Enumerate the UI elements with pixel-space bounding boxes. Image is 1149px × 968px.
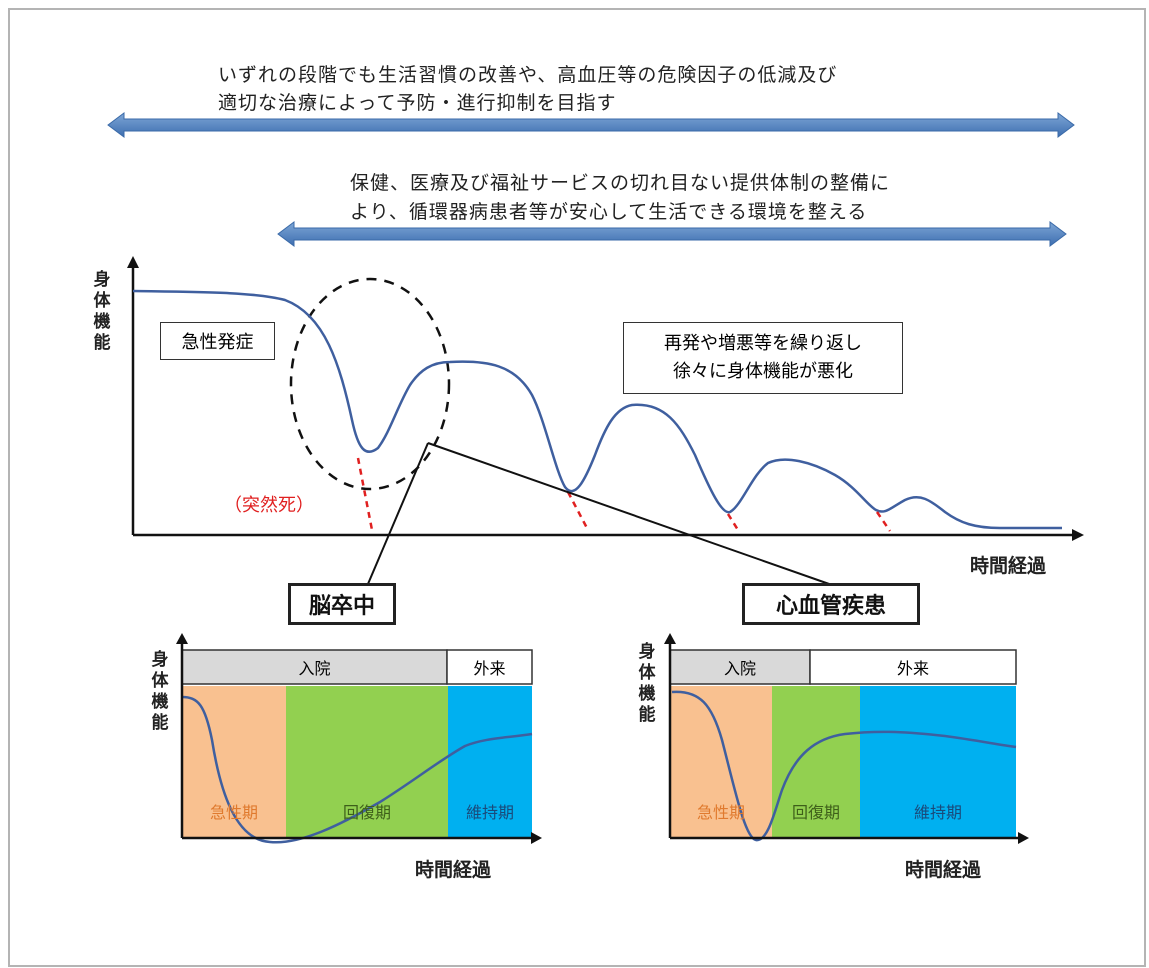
cardio-header-bar xyxy=(669,649,1017,685)
cardio-phase-maintenance: 維持期 xyxy=(913,803,962,822)
stroke-phase-recovery: 回復期 xyxy=(342,803,391,822)
stroke-axes xyxy=(176,633,542,844)
prevention-double-arrow xyxy=(107,112,1075,138)
stroke-header-bar xyxy=(181,649,533,685)
cardio-axes xyxy=(664,633,1029,844)
zoom-connector-lines xyxy=(361,442,833,599)
cardio-phase-acute: 急性期 xyxy=(696,803,745,822)
main-x-axis-label: 時間経過 xyxy=(970,555,1047,577)
main-chart-axes xyxy=(127,256,1084,541)
cardio-y-axis-label: 身体機能 xyxy=(638,642,656,725)
stroke-phase-acute: 急性期 xyxy=(209,803,258,822)
care-system-double-arrow xyxy=(277,221,1067,247)
stroke-header-outpatient: 外来 xyxy=(473,659,506,678)
cardio-header-outpatient: 外来 xyxy=(896,659,929,678)
cardio-x-axis-label: 時間経過 xyxy=(905,859,982,881)
care-system-text-line-1: 保健、医療及び福祉サービスの切れ目ない提供体制の整備に xyxy=(350,172,891,194)
cardio-phase-recovery: 回復期 xyxy=(791,803,840,822)
stroke-recovery-curve xyxy=(181,695,533,844)
acute-event-dashed-circle xyxy=(289,277,451,491)
stroke-phase-bands xyxy=(182,686,532,838)
cardio-recovery-curve xyxy=(671,690,1017,842)
main-body-function-curve xyxy=(132,289,1062,530)
cardio-panel-title: 心血管疾患 xyxy=(775,594,886,619)
stroke-header-inpatient: 入院 xyxy=(298,659,331,678)
cardio-panel-title-box: 心血管疾患 xyxy=(742,583,920,625)
sudden-death-markers xyxy=(356,457,892,532)
cardio-header-inpatient: 入院 xyxy=(723,659,756,678)
stroke-phase-maintenance: 維持期 xyxy=(465,803,514,822)
prevention-text-line-1: いずれの段階でも生活習慣の改善や、高血圧等の危険因子の低減及び xyxy=(218,64,838,86)
cardio-phase-bands xyxy=(670,686,1016,838)
recurrence-label-box: 再発や増悪等を繰り返し 徐々に身体機能が悪化 xyxy=(623,322,903,394)
sudden-death-label: （突然死） xyxy=(224,495,314,516)
recurrence-label-line-2: 徐々に身体機能が悪化 xyxy=(673,361,853,382)
stroke-panel-title-box: 脳卒中 xyxy=(288,583,396,625)
prevention-text-line-2: 適切な治療によって予防・進行抑制を目指す xyxy=(218,92,617,114)
recurrence-label-line-1: 再発や増悪等を繰り返し xyxy=(664,333,862,354)
acute-onset-label: 急性発症 xyxy=(181,332,254,353)
acute-onset-label-box: 急性発症 xyxy=(160,322,275,360)
stroke-y-axis-label: 身体機能 xyxy=(151,650,169,733)
care-system-text-line-2: より、循環器病患者等が安心して生活できる環境を整える xyxy=(350,201,868,223)
main-y-axis-label: 身体機能 xyxy=(93,270,111,353)
stroke-panel-title: 脳卒中 xyxy=(308,594,375,619)
stroke-x-axis-label: 時間経過 xyxy=(415,859,492,881)
